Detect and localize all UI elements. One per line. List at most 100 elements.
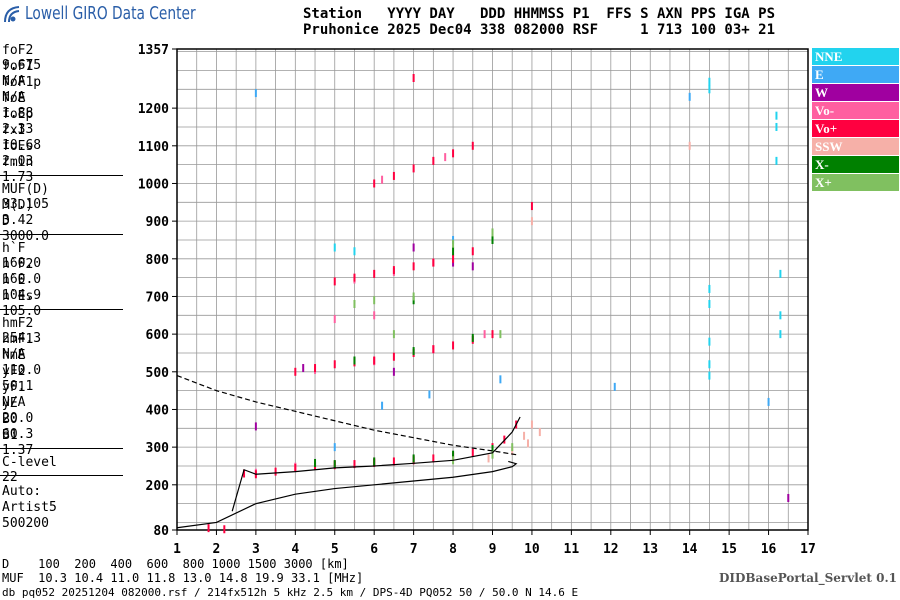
echo-point [432, 156, 435, 165]
parameter-label: foF2 [2, 43, 34, 58]
x-tick-label: 5 [331, 542, 339, 557]
legend-label: NNE [815, 49, 842, 64]
echo-point [452, 450, 455, 459]
echo-point [373, 179, 376, 188]
separator [0, 175, 123, 176]
parameter-value: N/A [2, 74, 26, 89]
echo-point [708, 337, 711, 346]
legend-swatch [812, 48, 899, 65]
parameter-value: 2.03 [2, 154, 34, 169]
parameter-value: 110.0 [2, 363, 42, 378]
auto-scaling-text: Auto: [2, 484, 42, 499]
ionogram: 1 2 3 4 5 6 7 8 9 10 11 12 13 14 15 16 17802003004005006… [138, 43, 899, 557]
x-tick-label: 11 [564, 542, 580, 557]
parameter-label: fxI [2, 123, 26, 138]
parameter-value: 60.3 [2, 427, 34, 442]
echo-point [499, 330, 502, 339]
parameter-value: N/A [2, 347, 26, 362]
y-tick-label: 1100 [138, 140, 169, 155]
legend-swatch [812, 156, 899, 173]
y-tick-label: 800 [146, 253, 170, 268]
echo-point [767, 397, 770, 406]
parameter-label: hmF1 [2, 332, 34, 347]
parameter-label: yF1 [2, 380, 26, 395]
parameter-row: M(D) 3.42 [2, 198, 122, 228]
echo-point [452, 239, 455, 248]
echo-point [471, 247, 474, 256]
parameter-label: foEs [2, 139, 34, 154]
parameter-value: 10.68 [2, 138, 42, 153]
parameter-row: B1 1.37 [2, 428, 122, 458]
echo-point [294, 367, 297, 376]
echo-point [381, 175, 384, 184]
parameter-label: h`F [2, 241, 26, 256]
echo-point [333, 243, 336, 252]
y-tick-label: 600 [146, 328, 170, 343]
parameter-row: fxI 10.68 [2, 123, 122, 153]
echo-point [353, 300, 356, 309]
parameter-row: h`Es 105.0 [2, 289, 122, 319]
parameter-value: 2.33 [2, 122, 34, 137]
parameter-value: 104.9 [2, 288, 42, 303]
parameter-value: 105.0 [2, 304, 42, 319]
echo-point [428, 390, 431, 399]
parameter-label: MUF(D) [2, 182, 49, 197]
echo-point [333, 360, 336, 369]
echo-point [688, 141, 691, 150]
legend-label: Vo- [815, 103, 834, 118]
echo-point [314, 364, 317, 373]
echo-point [254, 422, 257, 431]
parameter-value: 33.105 [2, 197, 49, 212]
echo-point [432, 258, 435, 267]
separator [0, 234, 123, 235]
legend-label: Vo+ [815, 121, 837, 136]
parameter-value: 22 [2, 470, 18, 485]
legend-swatch [812, 174, 899, 191]
parameter-label: fmin [2, 155, 34, 170]
parameter-row: h`F 160.0 [2, 241, 122, 271]
legend-label: E [815, 67, 824, 82]
echo-point [471, 262, 474, 271]
x-tick-label: 10 [524, 542, 540, 557]
echo-point [471, 448, 474, 457]
echo-point [511, 443, 514, 452]
echo-point [779, 311, 782, 320]
parameter-value: N/A [2, 90, 26, 105]
echo-point [412, 292, 415, 301]
legend-swatch [812, 66, 899, 83]
parameter-row: hmF1 N/A [2, 332, 122, 362]
muf-row: MUF 10.3 10.4 11.0 11.8 13.0 14.8 19.9 3… [2, 571, 364, 585]
x-tick-label: 15 [721, 542, 737, 557]
parameter-row: foEp 2.33 [2, 107, 122, 137]
echo-point [432, 345, 435, 354]
echo-point [499, 375, 502, 384]
parameter-value: 1.73 [2, 170, 34, 185]
echo-point [708, 77, 711, 86]
echo-point [526, 439, 529, 448]
echo-point [491, 445, 494, 454]
parameter-row: C-level 22 [2, 455, 122, 485]
parameter-label: hmE [2, 348, 26, 363]
echo-point [392, 367, 395, 376]
echo-point [775, 111, 778, 120]
logo-text: Lowell GIRO Data Center [25, 3, 196, 24]
parameter-label: h`Es [2, 289, 34, 304]
x-tick-label: 3 [252, 542, 260, 557]
echo-point [294, 463, 297, 472]
parameter-row: foF2 9.675 [2, 43, 122, 73]
parameter-label: foF1p [2, 75, 42, 90]
x-tick-label: 1 [173, 542, 181, 557]
x-tick-label: 2 [213, 542, 221, 557]
echo-point [302, 364, 305, 373]
echo-point [333, 277, 336, 286]
parameter-label: yE [2, 396, 18, 411]
echo-point [452, 149, 455, 158]
separator [0, 448, 123, 449]
parameter-value: 3000.0 [2, 229, 49, 244]
parameter-value: 3.42 [2, 213, 34, 228]
echo-point [333, 460, 336, 469]
parameter-row: foE 1.88 [2, 91, 122, 121]
echo-point [452, 247, 455, 256]
x-tick-label: 16 [761, 542, 777, 557]
